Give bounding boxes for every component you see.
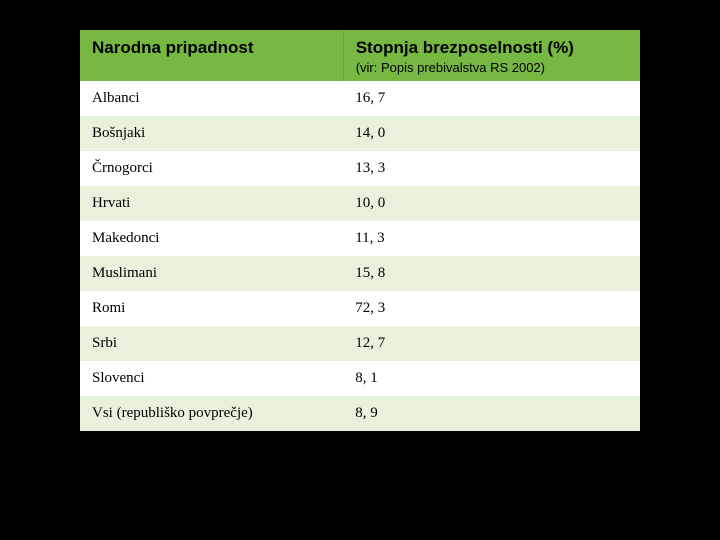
cell-label: Makedonci [80, 221, 343, 256]
cell-label: Albanci [80, 81, 343, 116]
table-row: Albanci 16, 7 [80, 81, 640, 116]
table-row: Srbi 12, 7 [80, 326, 640, 361]
cell-value: 14, 0 [343, 116, 640, 151]
cell-label: Slovenci [80, 361, 343, 396]
unemployment-table: Narodna pripadnost Stopnja brezposelnost… [80, 30, 640, 431]
cell-value: 13, 3 [343, 151, 640, 186]
cell-value: 15, 8 [343, 256, 640, 291]
cell-value: 12, 7 [343, 326, 640, 361]
cell-value: 8, 1 [343, 361, 640, 396]
cell-value: 72, 3 [343, 291, 640, 326]
table-header-row: Narodna pripadnost Stopnja brezposelnost… [80, 30, 640, 81]
header-col1-label: Narodna pripadnost [92, 38, 331, 58]
table-row: Črnogorci 13, 3 [80, 151, 640, 186]
cell-label: Romi [80, 291, 343, 326]
table-row: Vsi (republiško povprečje) 8, 9 [80, 396, 640, 431]
header-col2-label: Stopnja brezposelnosti (%) [356, 38, 628, 58]
cell-value: 11, 3 [343, 221, 640, 256]
cell-value: 10, 0 [343, 186, 640, 221]
cell-label: Vsi (republiško povprečje) [80, 396, 343, 431]
header-col2-sublabel: (vir: Popis prebivalstva RS 2002) [356, 60, 628, 75]
table-row: Muslimani 15, 8 [80, 256, 640, 291]
cell-label: Muslimani [80, 256, 343, 291]
header-col-rate: Stopnja brezposelnosti (%) (vir: Popis p… [343, 30, 640, 81]
table-row: Slovenci 8, 1 [80, 361, 640, 396]
table-row: Romi 72, 3 [80, 291, 640, 326]
cell-label: Srbi [80, 326, 343, 361]
cell-label: Hrvati [80, 186, 343, 221]
table-row: Makedonci 11, 3 [80, 221, 640, 256]
cell-label: Črnogorci [80, 151, 343, 186]
cell-value: 8, 9 [343, 396, 640, 431]
table-row: Bošnjaki 14, 0 [80, 116, 640, 151]
cell-value: 16, 7 [343, 81, 640, 116]
unemployment-table-container: Narodna pripadnost Stopnja brezposelnost… [80, 30, 640, 431]
cell-label: Bošnjaki [80, 116, 343, 151]
header-col-ethnicity: Narodna pripadnost [80, 30, 343, 81]
table-body: Albanci 16, 7 Bošnjaki 14, 0 Črnogorci 1… [80, 81, 640, 431]
table-row: Hrvati 10, 0 [80, 186, 640, 221]
